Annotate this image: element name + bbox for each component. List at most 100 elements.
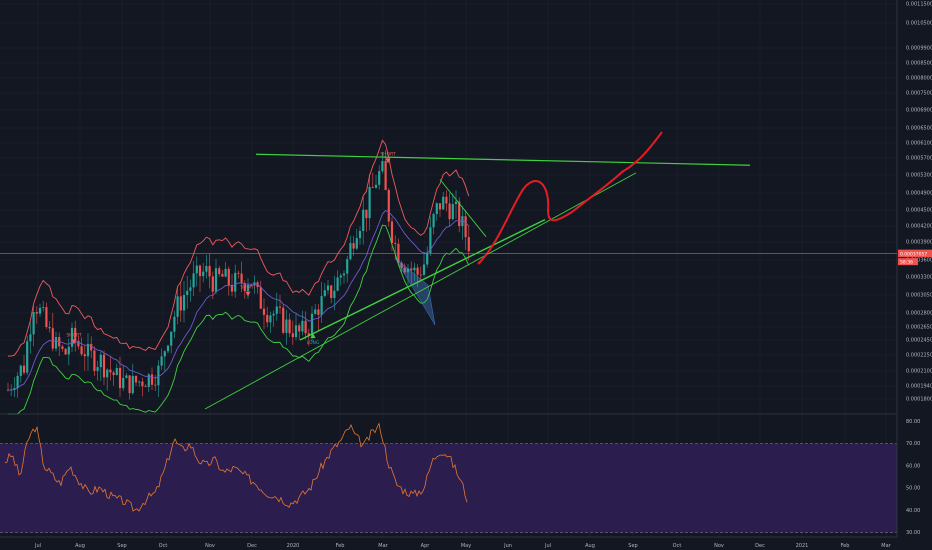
candle-body [128, 375, 131, 394]
candle-body [141, 381, 144, 387]
candle-body [147, 374, 150, 387]
candle-body [80, 346, 83, 355]
candle-body [205, 265, 208, 272]
candle-body [26, 341, 29, 373]
candle-body [342, 273, 346, 276]
time-tick-label: 2020 [287, 543, 300, 549]
candle-body [246, 284, 250, 292]
oscillator-tick-label: 50.00 [906, 486, 920, 492]
candle-body [86, 343, 90, 357]
candle-body [442, 196, 445, 210]
candle-body [224, 268, 227, 277]
candle-body [170, 331, 173, 346]
candle-body [90, 343, 93, 351]
candle-body [445, 196, 448, 204]
candle-body [150, 374, 154, 385]
sell-marker-label: SHORT [66, 333, 82, 339]
candle-body [381, 161, 384, 172]
candle-body [346, 259, 349, 274]
signal-markers: SHORT SHORT SHORT LONG [66, 151, 396, 346]
candle-body [374, 184, 378, 188]
support-trendline-short [299, 218, 546, 341]
candle-body [240, 273, 243, 284]
candle-body [403, 267, 406, 273]
time-tick-label: Nov [714, 543, 724, 549]
candle-body [77, 340, 80, 347]
candle-body [166, 345, 170, 352]
time-tick-label: Dec [755, 543, 765, 549]
candle-body [218, 268, 221, 275]
candle-body [243, 283, 246, 292]
time-tick-label: Mar [881, 543, 891, 549]
falling-wedge-line [439, 179, 487, 237]
candle-body [272, 313, 275, 316]
time-tick-label: Sep [628, 543, 637, 549]
last-price-pill [898, 249, 932, 258]
candle-body [48, 327, 51, 329]
candle-body [410, 268, 413, 271]
candle-body [371, 186, 374, 188]
candle-body [362, 209, 365, 231]
time-tick-label: Nov [205, 543, 215, 549]
candle-body [22, 365, 26, 373]
candle-body [99, 354, 102, 368]
candle-body [406, 268, 410, 273]
candle-body [61, 346, 64, 349]
time-tick-label: 2021 [796, 543, 809, 549]
price-tick-label: 0.00018000 [906, 397, 932, 403]
candle-body [262, 308, 266, 315]
pattern-shape [394, 257, 436, 326]
candle-body [42, 307, 45, 308]
candle-body [208, 265, 211, 277]
candle-body [336, 277, 339, 291]
candle-body [326, 285, 330, 291]
candle-body [221, 274, 224, 277]
candle-body [426, 252, 429, 265]
candle-body [163, 351, 166, 357]
oscillator-tick-label: 70.00 [906, 441, 920, 447]
candle-body [211, 276, 214, 292]
oscillator-band [0, 443, 897, 533]
candle-body [454, 201, 458, 205]
candle-body [432, 214, 435, 228]
candle-body [458, 201, 461, 227]
countdown-pill [898, 258, 918, 266]
candles[interactable] [6, 150, 470, 400]
candle-body [13, 388, 16, 390]
candle-body [83, 354, 86, 357]
candle-body [186, 290, 189, 296]
candle-body [285, 319, 288, 333]
candle-body [384, 161, 387, 191]
candle-body [291, 333, 294, 338]
time-tick-label: Jul [34, 543, 41, 549]
time-tick-label: Aug [75, 543, 85, 549]
candle-body [435, 203, 438, 215]
time-tick-label: Oct [159, 543, 168, 549]
candle-body [358, 230, 362, 239]
candle-body [122, 377, 125, 389]
candle-body [195, 265, 198, 274]
candle-body [198, 265, 202, 277]
price-projection-path [477, 131, 663, 265]
indicator-overlays [7, 139, 470, 415]
trendline-drawings[interactable] [204, 131, 751, 410]
candle-body [173, 316, 176, 332]
candle-body [323, 290, 326, 297]
candle-body [67, 346, 70, 355]
candle-body [134, 375, 138, 383]
candle-body [125, 375, 128, 378]
